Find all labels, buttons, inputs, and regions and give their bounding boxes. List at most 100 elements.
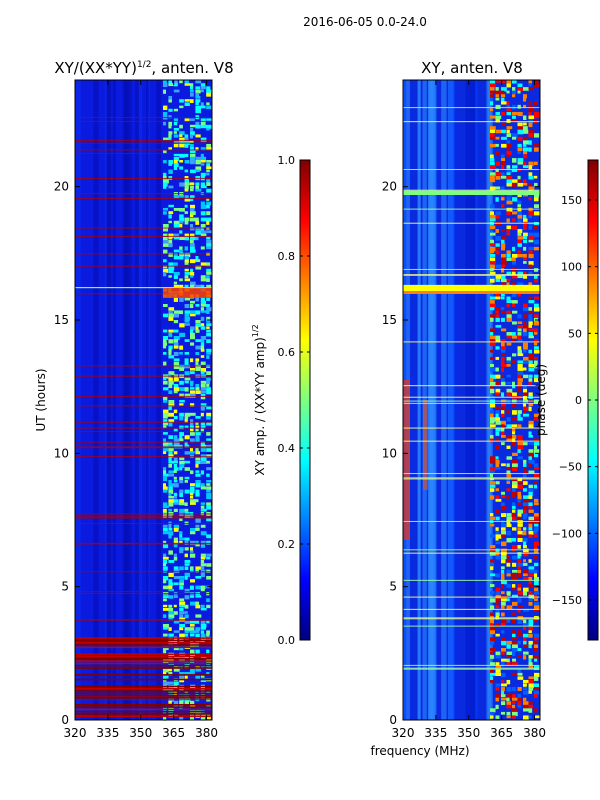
phase-cell <box>528 186 535 191</box>
phase-cell <box>528 626 534 631</box>
phase-cell <box>512 697 518 701</box>
amplitude-cell <box>195 448 199 453</box>
amplitude-cell <box>163 467 167 471</box>
amplitude-rfi-line <box>75 695 212 697</box>
phase-cell <box>495 264 502 269</box>
amplitude-cell <box>190 249 196 253</box>
amplitude-cell <box>184 620 191 624</box>
phase-cell <box>490 672 496 676</box>
amplitude-cell <box>206 416 211 420</box>
colorbar-tick-label: 150 <box>561 194 582 207</box>
amplitude-cell <box>190 118 195 122</box>
amplitude-cell <box>163 540 167 544</box>
phase-cell <box>506 711 511 716</box>
amplitude-cell <box>206 569 211 573</box>
amplitude-cell <box>200 204 207 209</box>
phase-cell <box>506 317 512 322</box>
phase-cell <box>506 435 512 440</box>
phase-cell <box>523 470 528 475</box>
colorbar-tick-label: 0.0 <box>278 634 296 647</box>
phase-cell <box>506 644 511 649</box>
phase-cell <box>523 619 527 624</box>
amplitude-cell <box>173 540 179 545</box>
amplitude-cell <box>200 531 207 536</box>
amplitude-cell <box>163 681 169 686</box>
phase-cell <box>490 229 494 234</box>
amplitude-cell <box>184 416 189 420</box>
amplitude-cell <box>200 83 206 87</box>
amplitude-cell <box>206 326 210 329</box>
phase-cell <box>512 385 516 389</box>
phase-cell <box>501 317 505 322</box>
phase-cell <box>512 115 516 119</box>
phase-cell <box>534 399 539 404</box>
amplitude-cell <box>200 368 207 373</box>
phase-colorbar-gradient <box>588 160 598 640</box>
phase-cell <box>512 119 518 122</box>
phase-cell <box>534 687 539 691</box>
amplitude-cell <box>195 265 202 270</box>
phase-cell <box>506 80 512 85</box>
amplitude-rfi-line <box>75 593 212 595</box>
amplitude-cell <box>206 518 212 522</box>
amplitude-cell <box>200 262 207 266</box>
phase-cell <box>517 168 521 172</box>
phase-cell <box>495 406 501 410</box>
amplitude-cell <box>168 390 173 395</box>
amplitude-cell <box>200 118 206 123</box>
amplitude-rfi-line <box>75 662 212 665</box>
phase-rfi-line <box>403 608 540 610</box>
phase-cell <box>506 655 511 658</box>
amplitude-cell <box>173 566 179 571</box>
amplitude-cell <box>200 86 206 90</box>
amplitude-rfi-line <box>75 120 212 122</box>
phase-heatmap <box>403 80 540 720</box>
amplitude-cell <box>190 300 195 304</box>
amplitude-cell <box>163 211 167 215</box>
phase-cell <box>523 513 528 517</box>
phase-cell <box>517 417 523 421</box>
phase-cell <box>506 715 511 719</box>
phase-cell <box>490 115 496 119</box>
phase-cell <box>501 378 505 382</box>
amplitude-cell <box>163 528 168 532</box>
amplitude-cell <box>168 310 173 315</box>
phase-cell <box>523 307 529 312</box>
amplitude-cell <box>206 556 211 560</box>
phase-cell <box>490 293 494 296</box>
phase-cell <box>495 310 499 314</box>
amplitude-cell <box>190 579 196 583</box>
phase-cell <box>506 399 511 404</box>
phase-cell <box>512 708 518 712</box>
amplitude-cell <box>173 668 180 672</box>
phase-cell <box>523 182 528 186</box>
phase-cell <box>523 122 527 126</box>
phase-cell <box>528 495 533 499</box>
phase-cell <box>534 523 539 527</box>
phase-cell <box>517 90 521 94</box>
amplitude-cell <box>195 489 200 494</box>
amplitude-cell <box>168 99 172 103</box>
phase-cell <box>495 427 501 432</box>
amplitude-cell <box>179 464 185 468</box>
phase-cell <box>512 332 516 337</box>
amplitude-colorbar-label-main: XY amp. / (XX*YY amp) <box>253 337 267 475</box>
phase-cell <box>506 225 512 230</box>
amplitude-cell <box>195 640 202 643</box>
phase-cell <box>534 690 540 695</box>
amplitude-cell <box>200 624 207 628</box>
phase-cell <box>501 662 505 667</box>
amplitude-cell <box>195 473 201 477</box>
amplitude-cell <box>206 348 212 353</box>
phase-cell <box>495 665 502 669</box>
amplitude-cell <box>195 425 200 429</box>
amplitude-cell <box>184 339 190 342</box>
y-tick-label: 10 <box>54 446 69 460</box>
phase-cell <box>512 452 518 456</box>
phase-cell <box>528 101 532 105</box>
amplitude-cell <box>195 80 202 84</box>
phase-cell <box>512 271 516 275</box>
phase-cell <box>506 381 512 385</box>
phase-cell <box>501 143 507 148</box>
amplitude-cell <box>168 435 174 439</box>
